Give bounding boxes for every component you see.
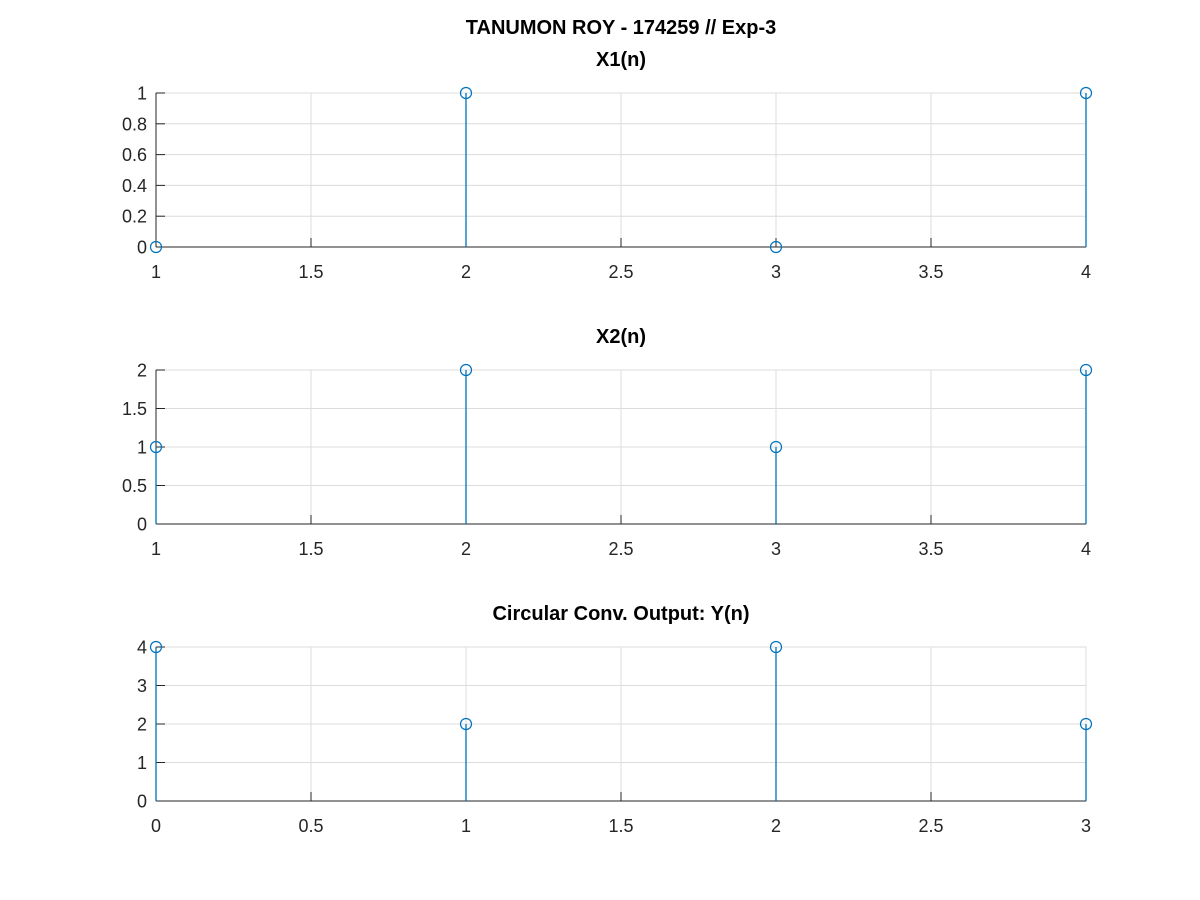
subplots-container: 1 1.5 2 2.5 3 3.5 4 0 0.2 0.4 0.6 0.8 1 X1(n) 1 1.5 2 2.5… [122, 49, 1093, 836]
x-tick-label: 1.5 [298, 262, 323, 282]
y-tick-label: 0.4 [122, 176, 147, 196]
stem-marker [769, 640, 783, 654]
y-tick-label: 1 [137, 753, 147, 773]
y-tick-label: 2 [137, 361, 147, 381]
y-tick-label: 0.8 [122, 114, 147, 134]
y-tick-label: 1 [137, 84, 147, 104]
x-tick-label: 2 [461, 262, 471, 282]
x-tick-label: 3.5 [918, 262, 943, 282]
x-tick-label: 0 [151, 816, 161, 836]
x-tick-label: 3 [771, 262, 781, 282]
y-tick-label: 0.6 [122, 145, 147, 165]
subplot-3: 0 0.5 1 1.5 2 2.5 3 0 1 2 3 4 Circular Conv. Output:… [137, 603, 1093, 836]
stem-marker [459, 86, 473, 100]
x-tick-label: 4 [1081, 539, 1091, 559]
x-tick-label: 3 [1081, 816, 1091, 836]
x-tick-label: 0.5 [298, 816, 323, 836]
stem-marker [149, 240, 163, 254]
stem-marker [149, 440, 163, 454]
y-tick-label: 0 [137, 515, 147, 535]
x-tick-label: 1 [151, 262, 161, 282]
y-tick-label: 0 [137, 792, 147, 812]
stem-marker [459, 717, 473, 731]
y-tick-label: 4 [137, 638, 147, 658]
x-tick-label: 1.5 [608, 816, 633, 836]
subplot-title-x1-n: X1(n) [596, 49, 646, 71]
y-tick-label: 0 [137, 238, 147, 258]
stem-marker [1079, 717, 1093, 731]
y-tick-label: 1 [137, 438, 147, 458]
stem-marker [459, 363, 473, 377]
stem-marker [1079, 86, 1093, 100]
x-tick-label: 1 [461, 816, 471, 836]
y-tick-label: 2 [137, 715, 147, 735]
y-tick-label: 3 [137, 676, 147, 696]
subplot-1: 1 1.5 2 2.5 3 3.5 4 0 0.2 0.4 0.6 0.8 1 X1(n) [122, 49, 1093, 282]
stem-marker [769, 440, 783, 454]
x-tick-label: 3 [771, 539, 781, 559]
figure-suptitle: TANUMON ROY - 174259 // Exp-3 [466, 17, 776, 39]
subplot-2: 1 1.5 2 2.5 3 3.5 4 0 0.5 1 1.5 2 X2(n) [122, 326, 1093, 559]
stem-marker [149, 640, 163, 654]
x-tick-label: 2.5 [918, 816, 943, 836]
x-tick-label: 1.5 [298, 539, 323, 559]
subplot-title-x2-n: X2(n) [596, 326, 646, 348]
y-tick-label: 1.5 [122, 399, 147, 419]
stem-marker [1079, 363, 1093, 377]
x-tick-label: 2.5 [608, 539, 633, 559]
x-tick-label: 3.5 [918, 539, 943, 559]
x-tick-label: 4 [1081, 262, 1091, 282]
y-tick-label: 0.2 [122, 207, 147, 227]
subplot-title-circular-conv-output-y-n: Circular Conv. Output: Y(n) [492, 603, 749, 625]
x-tick-label: 2 [461, 539, 471, 559]
y-tick-label: 0.5 [122, 476, 147, 496]
x-tick-label: 1 [151, 539, 161, 559]
stem-marker [769, 240, 783, 254]
x-tick-label: 2 [771, 816, 781, 836]
x-tick-label: 2.5 [608, 262, 633, 282]
